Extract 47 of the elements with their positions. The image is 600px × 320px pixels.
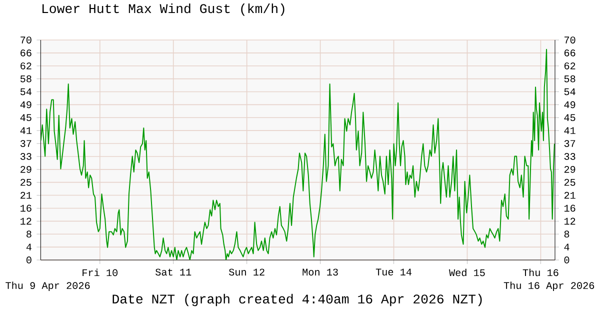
y2-tick-label: 8 bbox=[564, 230, 570, 238]
x-tick-label: Sat 11 bbox=[156, 268, 192, 276]
y-tick-label: 33 bbox=[20, 153, 32, 160]
y2-tick-label: 62 bbox=[564, 62, 576, 70]
y-tick-label: 45 bbox=[20, 114, 32, 122]
y2-tick-label: 49 bbox=[564, 101, 576, 108]
y-tick-label: 0 bbox=[26, 256, 32, 264]
x-axis-title: Date NZT (graph created 4:40am 16 Apr 2026 NZT) bbox=[112, 294, 482, 306]
y2-tick-label: 54 bbox=[564, 88, 576, 96]
x-tick-label: Tue 14 bbox=[376, 268, 412, 276]
y2-tick-label: 33 bbox=[564, 153, 576, 160]
y-tick-label: 21 bbox=[20, 192, 32, 199]
y2-tick-label: 70 bbox=[564, 36, 576, 44]
y-tick-label: 49 bbox=[20, 101, 32, 108]
y-tick-label: 12 bbox=[20, 218, 32, 225]
text: Thu 9 Apr 2026 bbox=[6, 282, 90, 292]
y-tick-label: 58 bbox=[20, 75, 32, 82]
y-tick-label: 4 bbox=[26, 244, 32, 250]
y-tick-label: 37 bbox=[20, 140, 32, 147]
y-tick-label: 66 bbox=[20, 50, 32, 56]
y2-tick-label: 12 bbox=[564, 218, 576, 225]
y2-tick-label: 0 bbox=[564, 256, 570, 264]
y-tick-label: 54 bbox=[20, 88, 32, 96]
y2-tick-label: 21 bbox=[564, 192, 576, 199]
text: Thu 16 Apr 2026 bbox=[504, 282, 594, 292]
x-tick-label: Wed 15 bbox=[448, 268, 485, 276]
y-tick-label: 16 bbox=[20, 204, 32, 212]
y-tick-label: 8 bbox=[26, 230, 32, 238]
x-tick-label: Sun 12 bbox=[228, 268, 264, 276]
y-tick-label: 29 bbox=[20, 166, 32, 173]
x-tick-label: Fri 10 bbox=[82, 268, 118, 276]
y-tick-label: 25 bbox=[20, 178, 32, 186]
y2-tick-label: 4 bbox=[564, 244, 570, 250]
y2-tick-label: 66 bbox=[564, 50, 576, 56]
x-tick-label: Mon 13 bbox=[302, 268, 338, 276]
y2-tick-label: 16 bbox=[564, 204, 576, 212]
y2-tick-label: 41 bbox=[564, 127, 576, 134]
y2-tick-label: 25 bbox=[564, 178, 576, 186]
x-tick-label: Thu 16 bbox=[522, 268, 558, 276]
y2-tick-label: 58 bbox=[564, 75, 576, 82]
y-tick-label: 62 bbox=[20, 62, 32, 70]
y2-tick-label: 45 bbox=[564, 114, 576, 122]
y2-tick-label: 29 bbox=[564, 166, 576, 173]
y2-tick-label: 37 bbox=[564, 140, 576, 147]
chart-title: Lower Hutt Max Wind Gust (km/h) bbox=[42, 3, 284, 16]
y-tick-label: 70 bbox=[20, 36, 32, 44]
y-tick-label: 41 bbox=[20, 127, 32, 134]
